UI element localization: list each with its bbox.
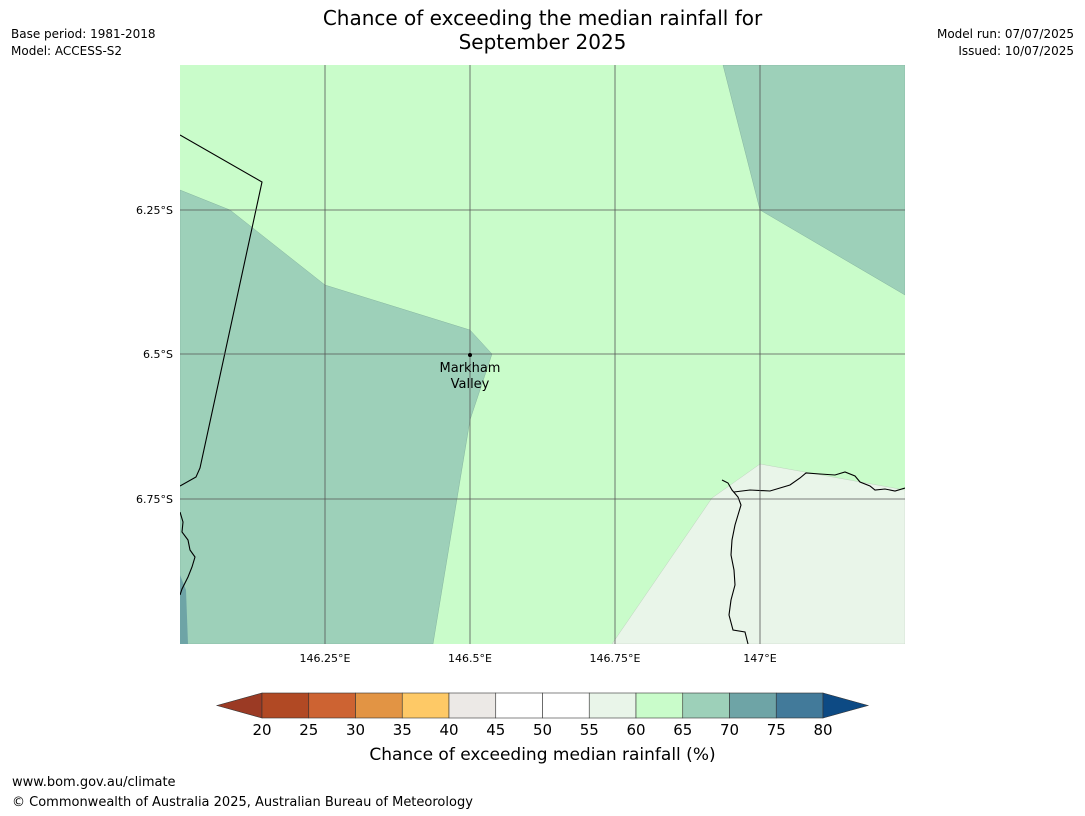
colorbar-tick-label: 45	[486, 721, 505, 739]
model-name: Model: ACCESS-S2	[11, 44, 123, 58]
footer-url: www.bom.gov.au/climate	[12, 775, 176, 790]
footer-copyright: © Commonwealth of Australia 2025, Austra…	[12, 795, 473, 810]
colorbar-segment	[542, 692, 590, 719]
colorbar-tick-label: 75	[767, 721, 786, 739]
colorbar-segment	[261, 692, 310, 719]
colorbar-over-arrow	[822, 692, 870, 719]
issued-date: Issued: 10/07/2025	[958, 44, 1074, 58]
colorbar-tick-label: 60	[626, 721, 645, 739]
colorbar-segment	[308, 692, 356, 719]
colorbar-tick-label: 20	[252, 721, 271, 739]
region-55-60-southeast	[611, 463, 905, 644]
meta-left: Base period: 1981-2018 Model: ACCESS-S2	[11, 26, 156, 60]
north-coastline	[733, 471, 905, 493]
title-line-1: Chance of exceeding the median rainfall …	[322, 6, 763, 30]
place-label-line-2: Valley	[451, 377, 490, 392]
lat-tick-label: 6.25°S	[136, 204, 173, 217]
region-65-70-northeast	[722, 65, 905, 296]
colorbar-segment	[355, 692, 403, 719]
colorbar-segment	[401, 692, 450, 719]
colorbar-title: Chance of exceeding median rainfall (%)	[369, 745, 716, 765]
latitude-tick-labels: 6.25°S 6.5°S 6.75°S	[136, 204, 173, 506]
colorbar-tick-label: 70	[720, 721, 739, 739]
east-coastline	[721, 479, 749, 644]
colorbar-segment	[495, 692, 543, 719]
place-marker: Markham Valley	[440, 353, 501, 392]
title-line-2: September 2025	[458, 30, 627, 54]
graticule	[180, 65, 905, 644]
markham-valley-dot	[468, 353, 472, 357]
lon-tick-label: 146.25°E	[300, 652, 351, 665]
colorbar-tick-label: 55	[580, 721, 599, 739]
colorbar-segment	[729, 692, 777, 719]
colorbar-segment	[448, 692, 497, 719]
meta-right: Model run: 07/07/2025 Issued: 10/07/2025	[937, 26, 1074, 60]
lon-tick-label: 146.75°E	[590, 652, 641, 665]
colorbar-tick-label: 65	[673, 721, 692, 739]
map-layers	[180, 65, 905, 644]
province-border	[180, 134, 263, 487]
colorbar-tick-label: 50	[533, 721, 552, 739]
colorbar-segment	[588, 692, 637, 719]
colorbar-segment	[682, 692, 730, 719]
lon-tick-label: 146.5°E	[448, 652, 492, 665]
colorbar-tick-label: 25	[299, 721, 318, 739]
colorbar-tick-label: 80	[813, 721, 832, 739]
coastline-and-border	[180, 134, 905, 644]
place-label-line-1: Markham	[440, 361, 501, 376]
colorbar-segment	[635, 692, 684, 719]
model-run: Model run: 07/07/2025	[936, 27, 1074, 41]
chart-title: Chance of exceeding the median rainfall …	[0, 6, 1085, 54]
longitude-tick-labels: 146.25°E 146.5°E 146.75°E 147°E	[300, 652, 777, 665]
lat-tick-label: 6.5°S	[143, 348, 173, 361]
colorbar-tick-label: 35	[393, 721, 412, 739]
lon-tick-label: 147°E	[743, 652, 776, 665]
colorbar-under-arrow	[215, 692, 263, 719]
lat-tick-label: 6.75°S	[136, 493, 173, 506]
west-coastline	[180, 511, 196, 596]
base-period: Base period: 1981-2018	[11, 27, 156, 41]
colorbar-segment	[775, 692, 824, 719]
colorbar-tick-label: 40	[439, 721, 458, 739]
colorbar: 20 25 30 35 40 45 50 55 60 65 70 75 80	[215, 692, 870, 739]
colorbar-tick-label: 30	[346, 721, 365, 739]
region-70-75-southwest	[180, 575, 188, 644]
